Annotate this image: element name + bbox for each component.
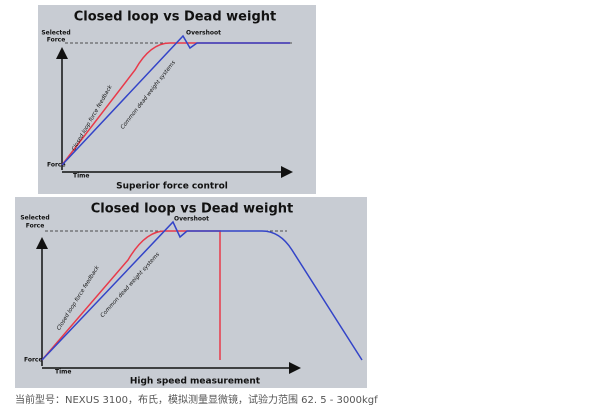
axis-label: Force bbox=[47, 37, 66, 44]
annotation: Overshoot bbox=[186, 30, 221, 37]
axis-label: Selected bbox=[41, 30, 70, 37]
figure: Closed loop vs Dead weight Selected Forc… bbox=[15, 197, 367, 388]
axis-label: Selected bbox=[20, 215, 49, 222]
annotation: Overshoot bbox=[174, 216, 209, 223]
page-caption: 当前型号：NEXUS 3100，布氏，模拟测量显微镜，试验力范围 62. 5 -… bbox=[15, 393, 378, 406]
red-curve bbox=[61, 42, 290, 166]
axis-label: Force bbox=[26, 223, 45, 230]
blue-curve bbox=[61, 34, 290, 166]
axis-label: Time bbox=[73, 173, 89, 180]
axis-label: Time bbox=[55, 369, 71, 376]
figure-caption: High speed measurement bbox=[130, 377, 261, 387]
figure-background bbox=[15, 197, 367, 388]
figure: Closed loop vs Dead weight Selected Forc… bbox=[38, 5, 316, 194]
figure-caption: Superior force control bbox=[116, 182, 228, 192]
figure-title: Closed loop vs Dead weight bbox=[74, 10, 276, 25]
blue-curve bbox=[41, 220, 363, 361]
axis-label: Force bbox=[24, 357, 43, 364]
figure-background bbox=[38, 5, 316, 194]
axis-label: Force bbox=[47, 162, 66, 169]
figure-title: Closed loop vs Dead weight bbox=[91, 202, 293, 217]
